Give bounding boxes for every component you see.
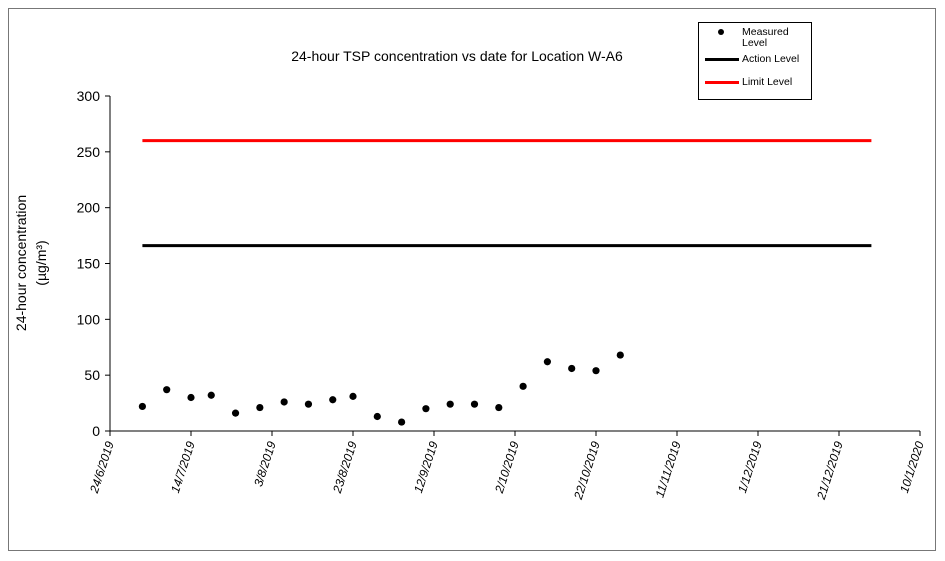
legend-label: Limit Level [742, 76, 793, 88]
data-point [349, 392, 357, 400]
legend-label: Action Level [742, 53, 800, 65]
x-tick-label: 12/9/2019 [411, 439, 441, 494]
x-tick-label: 21/12/2019 [814, 439, 846, 502]
data-point [592, 367, 600, 375]
data-point [163, 386, 171, 394]
chart-frame [8, 8, 936, 551]
x-tick-label: 14/7/2019 [168, 439, 198, 494]
data-point [543, 358, 552, 366]
data-point [446, 400, 454, 408]
data-point [256, 403, 264, 412]
data-point [138, 402, 146, 411]
y-tick-label: 300 [77, 88, 101, 104]
data-point [231, 409, 240, 417]
x-tick-label: 1/12/2019 [735, 439, 765, 494]
x-tick-label: 2/10/2019 [492, 439, 522, 495]
legend-label: Measured Level [742, 26, 789, 49]
data-point [398, 418, 406, 426]
data-point [187, 393, 195, 402]
data-point [329, 396, 337, 404]
data-point [616, 351, 624, 359]
legend-key [705, 81, 739, 84]
data-point [568, 364, 576, 373]
x-tick-label: 23/8/2019 [330, 439, 360, 495]
chart-title: 24-hour TSP concentration vs date for Lo… [291, 48, 623, 64]
y-axis-unit: (µg/m³) [33, 240, 49, 285]
x-tick-label: 22/10/2019 [571, 439, 603, 502]
data-point [470, 400, 479, 408]
data-point [422, 405, 430, 413]
y-tick-label: 200 [77, 200, 101, 216]
data-point [280, 398, 288, 406]
y-axis-label: 24-hour concentration [13, 195, 29, 331]
y-tick-label: 250 [77, 144, 101, 160]
data-point [495, 403, 503, 412]
y-tick-label: 150 [77, 256, 101, 272]
legend-key [705, 58, 739, 61]
data-point [373, 412, 381, 421]
y-tick-label: 50 [84, 367, 100, 383]
data-point [207, 391, 215, 399]
x-tick-label: 3/8/2019 [251, 439, 279, 488]
x-tick-label: 24/6/2019 [87, 439, 117, 495]
legend-key [718, 29, 724, 35]
y-tick-label: 100 [77, 311, 101, 327]
legend: Measured Level Action Level Limit Level [698, 22, 812, 100]
data-point [304, 400, 313, 408]
x-tick-label: 10/1/2020 [897, 439, 927, 494]
x-tick-label: 11/11/2019 [653, 439, 684, 499]
data-point [519, 382, 527, 390]
y-tick-label: 0 [92, 423, 100, 439]
